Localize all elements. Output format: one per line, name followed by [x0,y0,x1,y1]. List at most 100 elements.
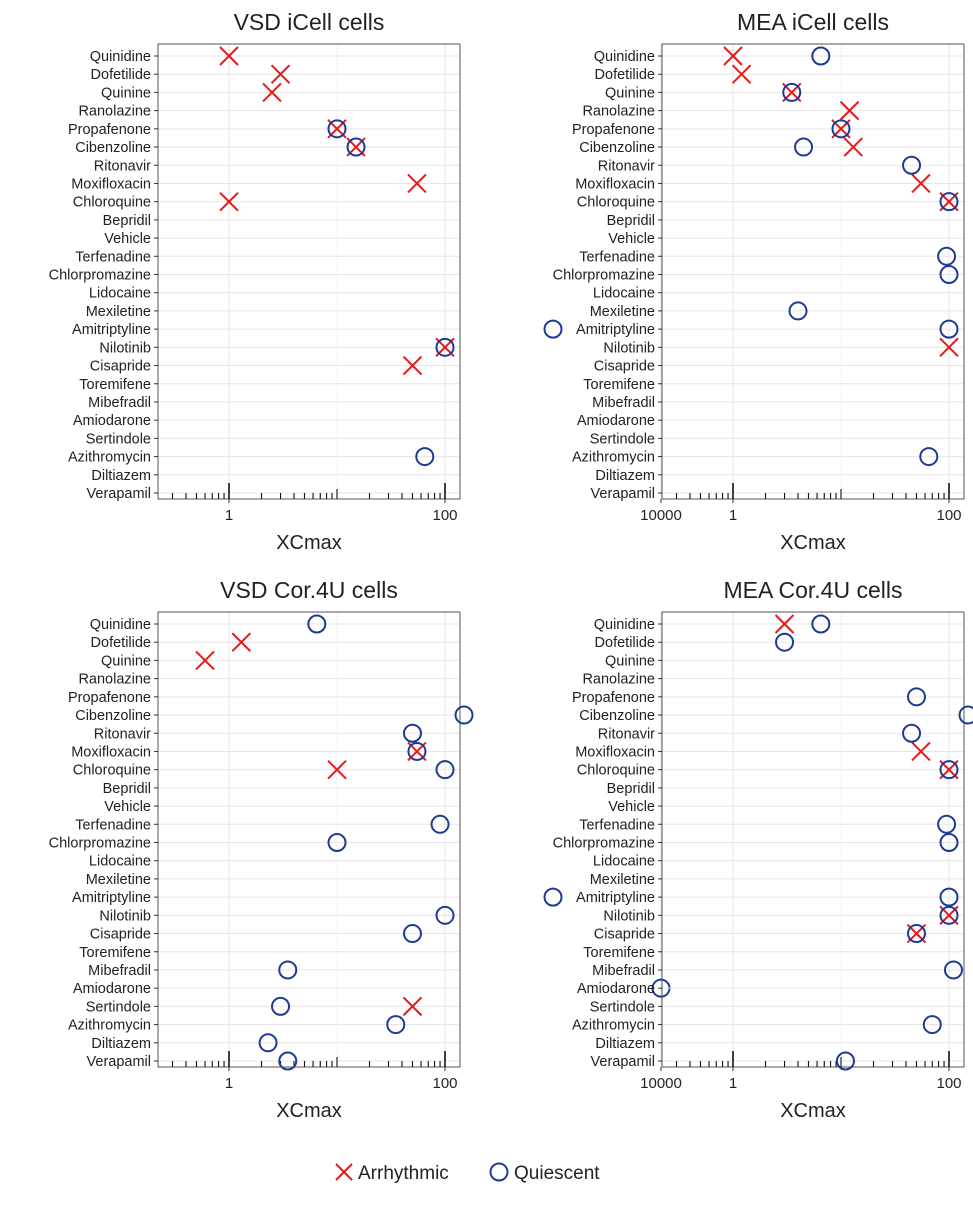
legend-arrhythmic-marker [335,1163,353,1181]
y-tick-label: Ranolazine [582,672,655,688]
y-tick-label: Cibenzoline [579,140,655,156]
point-quiescent [939,192,959,212]
x-tick-label: 10000 [640,507,682,524]
y-tick-label: Ritonavir [94,158,151,174]
point-quiescent [937,814,957,834]
point-arrhythmic [402,996,423,1017]
point-quiescent [435,337,455,357]
point-arrhythmic [195,650,215,671]
point-arrhythmic-stroke [839,100,860,121]
y-tick-label: Nilotinib [99,908,151,924]
y-tick-label: Moxifloxacin [71,744,151,760]
point-quiescent [775,632,795,652]
panel-border [661,43,965,500]
y-tick-label: Nilotinib [603,340,655,356]
y-tick-label: Lidocaine [593,854,655,870]
y-tick-label: Cisapride [594,359,655,375]
y-tick-label: Lidocaine [593,286,655,302]
y-tick-label: Dofetilide [91,635,151,651]
y-tick-label: Amitriptyline [576,890,655,906]
panel-title: VSD iCell cells [234,9,385,35]
point-arrhythmic [731,64,752,84]
y-tick-label: Amitriptyline [72,322,151,338]
panel-border [157,611,461,1068]
y-tick-label: Lidocaine [89,854,151,870]
y-tick-label: Sertindole [590,999,655,1015]
legend: Arrhythmic Quiescent [335,1162,600,1184]
y-tick-label: Quinine [101,653,151,669]
point-arrhythmic [774,614,795,634]
point-arrhythmic [270,64,291,84]
point-quiescent [939,319,959,339]
point-arrhythmic-stroke [939,337,959,358]
legend-quiescent-marker [489,1162,509,1182]
point-quiescent [835,1051,855,1071]
y-tick-label: Mexiletine [86,304,151,320]
point-arrhythmic [939,337,959,358]
x-tick-label: 100 [936,507,961,524]
point-quiescent [271,996,291,1016]
point-quiescent [327,833,347,852]
point-quiescent [435,905,455,925]
point-quiescent [407,741,427,761]
point-quiescent [906,687,926,707]
point-quiescent [937,246,957,266]
y-tick-label: Moxifloxacin [575,744,655,760]
y-tick-label: Nilotinib [99,340,151,356]
y-tick-label: Cibenzoline [75,708,151,724]
point-quiescent [939,887,959,907]
y-tick-label: Quinine [605,85,655,101]
y-tick-label: Quinidine [594,617,655,633]
point-quiescent [906,924,926,944]
panel-4: MEA Cor.4U cells Quinidine Dofetilide Quini… [553,577,973,1122]
y-tick-label: Cisapride [90,927,151,943]
point-quiescent [454,705,474,725]
y-tick-label: Ranolazine [78,104,151,120]
panel-3: VSD Cor.4U cells Quinidine Dofetilide Quini… [49,577,682,1122]
y-tick-label: Quinidine [594,49,655,65]
y-tick-label: Azithromycin [68,450,151,466]
x-tick-label: 1 [225,1075,233,1092]
y-tick-label: Chlorpromazine [553,268,655,284]
y-tick-label: Verapamil [591,1054,655,1070]
point-quiescent [811,46,831,66]
x-axis-label: XCmax [780,532,846,554]
point-quiescent [939,905,959,925]
y-tick-label: Cisapride [90,359,151,375]
y-tick-label: Terfenadine [75,817,151,833]
point-arrhythmic [327,759,347,780]
point-arrhythmic-stroke [402,355,423,376]
y-tick-label: Diltiazem [91,1036,151,1052]
y-tick-label: Mexiletine [590,872,655,888]
point-quiescent [939,265,959,284]
y-tick-label: Bepridil [607,213,655,229]
point-arrhythmic [839,100,860,121]
y-tick-label: Mibefradil [88,395,151,411]
y-tick-label: Chloroquine [577,763,655,779]
y-tick-label: Chlorpromazine [49,268,151,284]
point-quiescent [386,1015,406,1035]
y-tick-label: Verapamil [87,1054,151,1070]
point-quiescent [258,1033,278,1053]
y-tick-label: Sertindole [86,431,151,447]
y-tick-label: Terfenadine [579,817,655,833]
point-arrhythmic [911,741,931,762]
y-tick-label: Azithromycin [572,450,655,466]
y-tick-label: Propafenone [68,122,151,138]
y-tick-label: Chloroquine [577,195,655,211]
y-tick-label: Moxifloxacin [71,176,151,192]
y-tick-label: Vehicle [104,799,151,815]
x-tick-label: 100 [432,1075,457,1092]
panel-border [661,611,965,1068]
point-arrhythmic-stroke [911,173,931,194]
point-arrhythmic-stroke [327,759,347,780]
x-tick-label: 1 [225,507,233,524]
point-quiescent [278,960,298,980]
point-quiescent [811,614,831,634]
y-tick-label: Ranolazine [582,104,655,120]
point-quiescent [327,119,347,139]
y-tick-label: Propafenone [572,690,655,706]
y-tick-label: Vehicle [608,799,655,815]
point-arrhythmic-stroke [195,650,215,671]
